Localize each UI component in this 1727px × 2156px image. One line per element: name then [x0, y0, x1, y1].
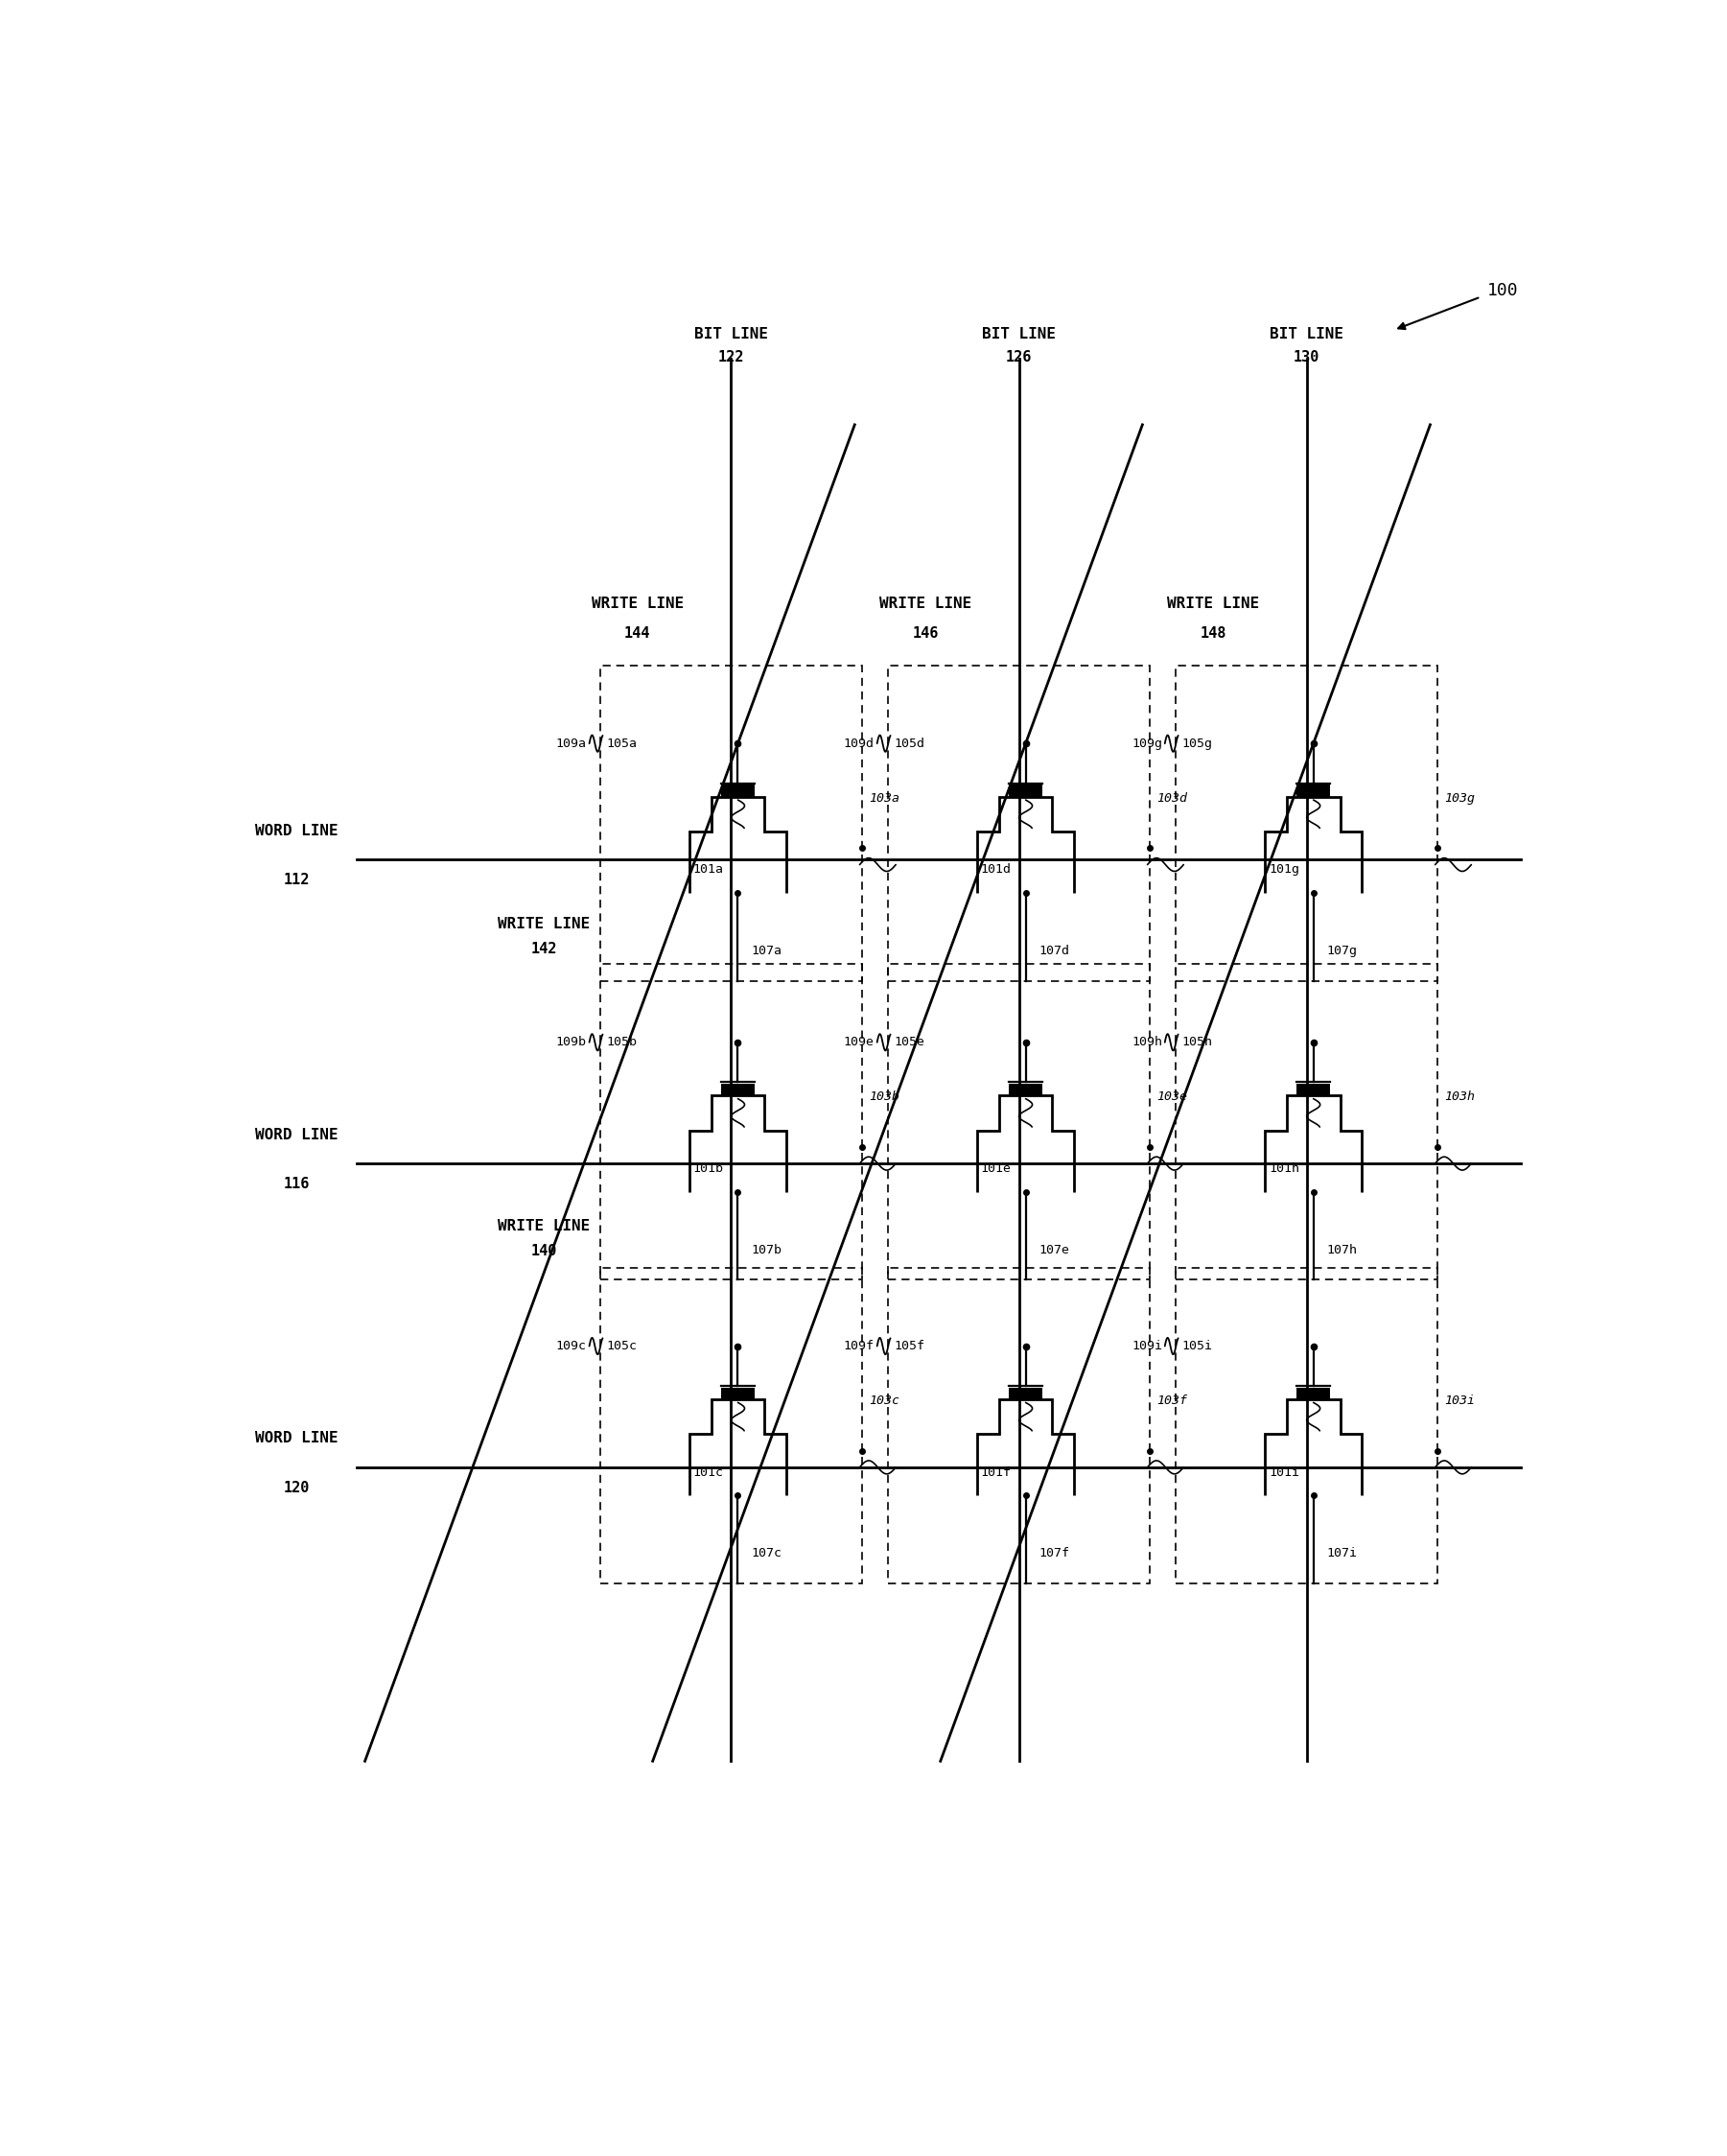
Text: 144: 144 [625, 625, 651, 640]
Text: WRITE LINE: WRITE LINE [497, 916, 591, 931]
Text: 103a: 103a [869, 791, 900, 804]
Text: 107i: 107i [1326, 1548, 1357, 1559]
Text: WORD LINE: WORD LINE [254, 824, 338, 839]
Text: 103d: 103d [1157, 791, 1188, 804]
Bar [888, 964, 1150, 1281]
Text: 109a: 109a [556, 737, 587, 750]
Text: 103h: 103h [1444, 1091, 1475, 1104]
Text: 105d: 105d [895, 737, 926, 750]
Text: 126: 126 [1005, 349, 1033, 364]
Bar [722, 1388, 755, 1399]
Text: 107f: 107f [1040, 1548, 1069, 1559]
Text: 101c: 101c [693, 1466, 724, 1479]
Bar [888, 1268, 1150, 1583]
Text: 101e: 101e [981, 1162, 1012, 1175]
Bar [722, 1084, 755, 1095]
Bar [1176, 1268, 1439, 1583]
Bar [599, 1268, 862, 1583]
Text: 103c: 103c [869, 1395, 900, 1408]
Text: WRITE LINE: WRITE LINE [497, 1218, 591, 1233]
Bar [1297, 1084, 1330, 1095]
Text: WORD LINE: WORD LINE [254, 1128, 338, 1143]
Text: 105e: 105e [895, 1037, 926, 1048]
Bar [599, 666, 862, 981]
Bar [722, 785, 755, 796]
Text: 101d: 101d [981, 862, 1012, 875]
Text: 148: 148 [1200, 625, 1226, 640]
Bar [1297, 1388, 1330, 1399]
Text: WRITE LINE: WRITE LINE [591, 597, 684, 610]
Text: BIT LINE: BIT LINE [1269, 328, 1344, 343]
Bar [599, 964, 862, 1281]
Text: 120: 120 [283, 1481, 309, 1494]
Text: 109b: 109b [556, 1037, 587, 1048]
Text: 107a: 107a [751, 944, 782, 957]
Text: 122: 122 [718, 349, 744, 364]
Text: 103e: 103e [1157, 1091, 1188, 1104]
Text: 107e: 107e [1040, 1244, 1069, 1257]
Text: 103b: 103b [869, 1091, 900, 1104]
Text: 107d: 107d [1040, 944, 1069, 957]
Bar [1176, 666, 1439, 981]
Text: 103f: 103f [1157, 1395, 1188, 1408]
Text: 105a: 105a [606, 737, 637, 750]
Bar [1297, 785, 1330, 796]
Text: 109f: 109f [845, 1339, 874, 1352]
Text: 109e: 109e [845, 1037, 874, 1048]
Bar [1009, 1388, 1043, 1399]
Text: WRITE LINE: WRITE LINE [1167, 597, 1259, 610]
Text: 101f: 101f [981, 1466, 1012, 1479]
Text: BIT LINE: BIT LINE [983, 328, 1055, 343]
Text: 109i: 109i [1131, 1339, 1162, 1352]
Text: 103i: 103i [1444, 1395, 1475, 1408]
Text: 107h: 107h [1326, 1244, 1357, 1257]
Text: 107b: 107b [751, 1244, 782, 1257]
Text: 107c: 107c [751, 1548, 782, 1559]
Text: 105g: 105g [1183, 737, 1212, 750]
Text: 130: 130 [1294, 349, 1319, 364]
Text: 101h: 101h [1269, 1162, 1299, 1175]
Text: 105i: 105i [1183, 1339, 1212, 1352]
Text: 105f: 105f [895, 1339, 926, 1352]
Text: 103g: 103g [1444, 791, 1475, 804]
Text: WORD LINE: WORD LINE [254, 1432, 338, 1447]
Text: 142: 142 [530, 942, 556, 955]
Text: 140: 140 [530, 1244, 556, 1259]
Bar [888, 666, 1150, 981]
Text: 109h: 109h [1131, 1037, 1162, 1048]
Text: 101a: 101a [693, 862, 724, 875]
Text: 100: 100 [1487, 282, 1518, 300]
Text: 107g: 107g [1326, 944, 1357, 957]
Bar [1009, 785, 1043, 796]
Text: 105c: 105c [606, 1339, 637, 1352]
Text: 109g: 109g [1131, 737, 1162, 750]
Text: WRITE LINE: WRITE LINE [879, 597, 971, 610]
Text: 146: 146 [912, 625, 938, 640]
Text: BIT LINE: BIT LINE [694, 328, 769, 343]
Text: 101b: 101b [693, 1162, 724, 1175]
Text: 116: 116 [283, 1177, 309, 1190]
Text: 109d: 109d [845, 737, 874, 750]
Text: 101g: 101g [1269, 862, 1299, 875]
Text: 101i: 101i [1269, 1466, 1299, 1479]
Text: 112: 112 [283, 873, 309, 888]
Text: 109c: 109c [556, 1339, 587, 1352]
Text: 105h: 105h [1183, 1037, 1212, 1048]
Bar [1009, 1084, 1043, 1095]
Text: 105b: 105b [606, 1037, 637, 1048]
Bar [1176, 964, 1439, 1281]
